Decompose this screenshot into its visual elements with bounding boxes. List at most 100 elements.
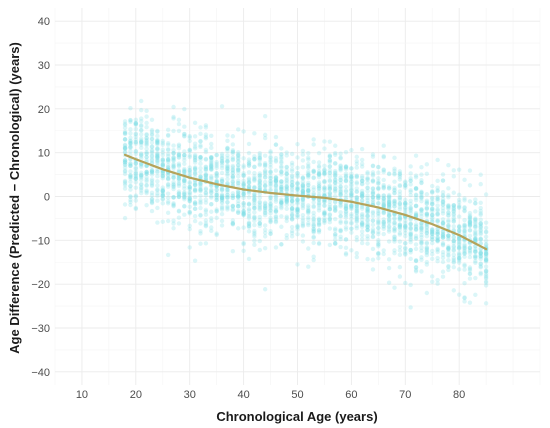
- scatter-point: [182, 197, 187, 202]
- scatter-point: [300, 183, 306, 188]
- scatter-point: [381, 195, 386, 201]
- scatter-point: [435, 207, 440, 212]
- scatter-point: [365, 224, 370, 229]
- scatter-point: [478, 211, 483, 216]
- scatter-point: [149, 177, 155, 182]
- scatter-point: [322, 170, 327, 176]
- scatter-point: [300, 188, 306, 194]
- scatter-point: [376, 181, 381, 186]
- scatter-point: [376, 196, 381, 201]
- scatter-point: [236, 180, 241, 186]
- scatter-point: [316, 186, 322, 191]
- scatter-point: [165, 140, 171, 146]
- scatter-point: [370, 218, 376, 223]
- scatter-point: [451, 245, 456, 250]
- scatter-point: [306, 215, 311, 220]
- scatter-point: [139, 140, 144, 146]
- scatter-point: [246, 223, 252, 229]
- scatter-point: [451, 238, 456, 244]
- scatter-point: [451, 248, 456, 253]
- scatter-point: [435, 208, 440, 213]
- scatter-point: [241, 183, 246, 189]
- scatter-point: [165, 195, 171, 201]
- scatter-point: [322, 167, 327, 172]
- scatter-point: [430, 256, 435, 262]
- scatter-point: [182, 180, 187, 185]
- scatter-point: [456, 227, 462, 233]
- scatter-point: [128, 172, 133, 178]
- scatter-point: [333, 180, 338, 186]
- scatter-point: [187, 147, 192, 153]
- scatter-point: [359, 213, 365, 218]
- scatter-point: [300, 148, 306, 154]
- scatter-point: [149, 196, 155, 202]
- scatter-point: [467, 228, 473, 233]
- scatter-point: [203, 207, 209, 213]
- scatter-point: [311, 191, 316, 196]
- scatter-point: [192, 218, 198, 224]
- scatter-point: [122, 125, 128, 131]
- scatter-point: [198, 154, 203, 160]
- scatter-point: [413, 264, 419, 270]
- scatter-point: [139, 128, 144, 133]
- scatter-point: [316, 221, 322, 226]
- scatter-point: [144, 163, 149, 169]
- scatter-point: [144, 154, 149, 160]
- scatter-point: [467, 248, 473, 253]
- y-tick-label: −40: [31, 367, 50, 379]
- scatter-point: [160, 158, 165, 163]
- scatter-point: [403, 200, 408, 206]
- scatter-point: [435, 188, 440, 193]
- scatter-point: [182, 195, 187, 200]
- scatter-point: [295, 174, 300, 180]
- scatter-point: [289, 185, 295, 190]
- scatter-point: [306, 205, 311, 210]
- scatter-point: [252, 215, 257, 220]
- scatter-point: [327, 174, 333, 179]
- scatter-point: [306, 221, 311, 226]
- scatter-point: [381, 210, 386, 215]
- scatter-point: [279, 184, 284, 190]
- scatter-point: [430, 196, 435, 202]
- scatter-point: [456, 258, 462, 263]
- scatter-point: [171, 157, 176, 163]
- scatter-point: [386, 217, 392, 222]
- scatter-point: [473, 217, 478, 223]
- scatter-point: [354, 197, 359, 202]
- scatter-point: [300, 223, 306, 229]
- scatter-point: [300, 216, 306, 221]
- scatter-point: [322, 179, 327, 184]
- scatter-point: [289, 198, 295, 203]
- scatter-point: [370, 199, 376, 204]
- scatter-point: [327, 199, 333, 204]
- scatter-point: [289, 167, 295, 172]
- scatter-point: [241, 191, 246, 197]
- scatter-point: [160, 192, 165, 197]
- scatter-point: [139, 182, 144, 188]
- scatter-point: [203, 241, 209, 246]
- scatter-point: [462, 227, 467, 233]
- scatter-point: [300, 191, 306, 196]
- scatter-point: [171, 165, 176, 171]
- scatter-point: [252, 174, 257, 179]
- scatter-point: [192, 186, 198, 192]
- scatter-point: [289, 199, 295, 204]
- scatter-point: [327, 163, 333, 169]
- scatter-point: [322, 179, 327, 184]
- scatter-point: [311, 169, 316, 175]
- scatter-point: [149, 136, 155, 142]
- scatter-point: [322, 191, 327, 196]
- scatter-point: [467, 251, 473, 256]
- scatter-point: [338, 244, 343, 250]
- scatter-point: [359, 173, 365, 179]
- scatter-point: [451, 205, 456, 210]
- scatter-point: [160, 201, 165, 206]
- scatter-point: [133, 148, 139, 154]
- scatter-point: [171, 155, 176, 160]
- scatter-point: [214, 194, 219, 200]
- scatter-point: [381, 169, 386, 175]
- scatter-point: [165, 147, 171, 153]
- scatter-point: [198, 139, 203, 144]
- scatter-point: [262, 164, 268, 169]
- scatter-point: [392, 234, 397, 240]
